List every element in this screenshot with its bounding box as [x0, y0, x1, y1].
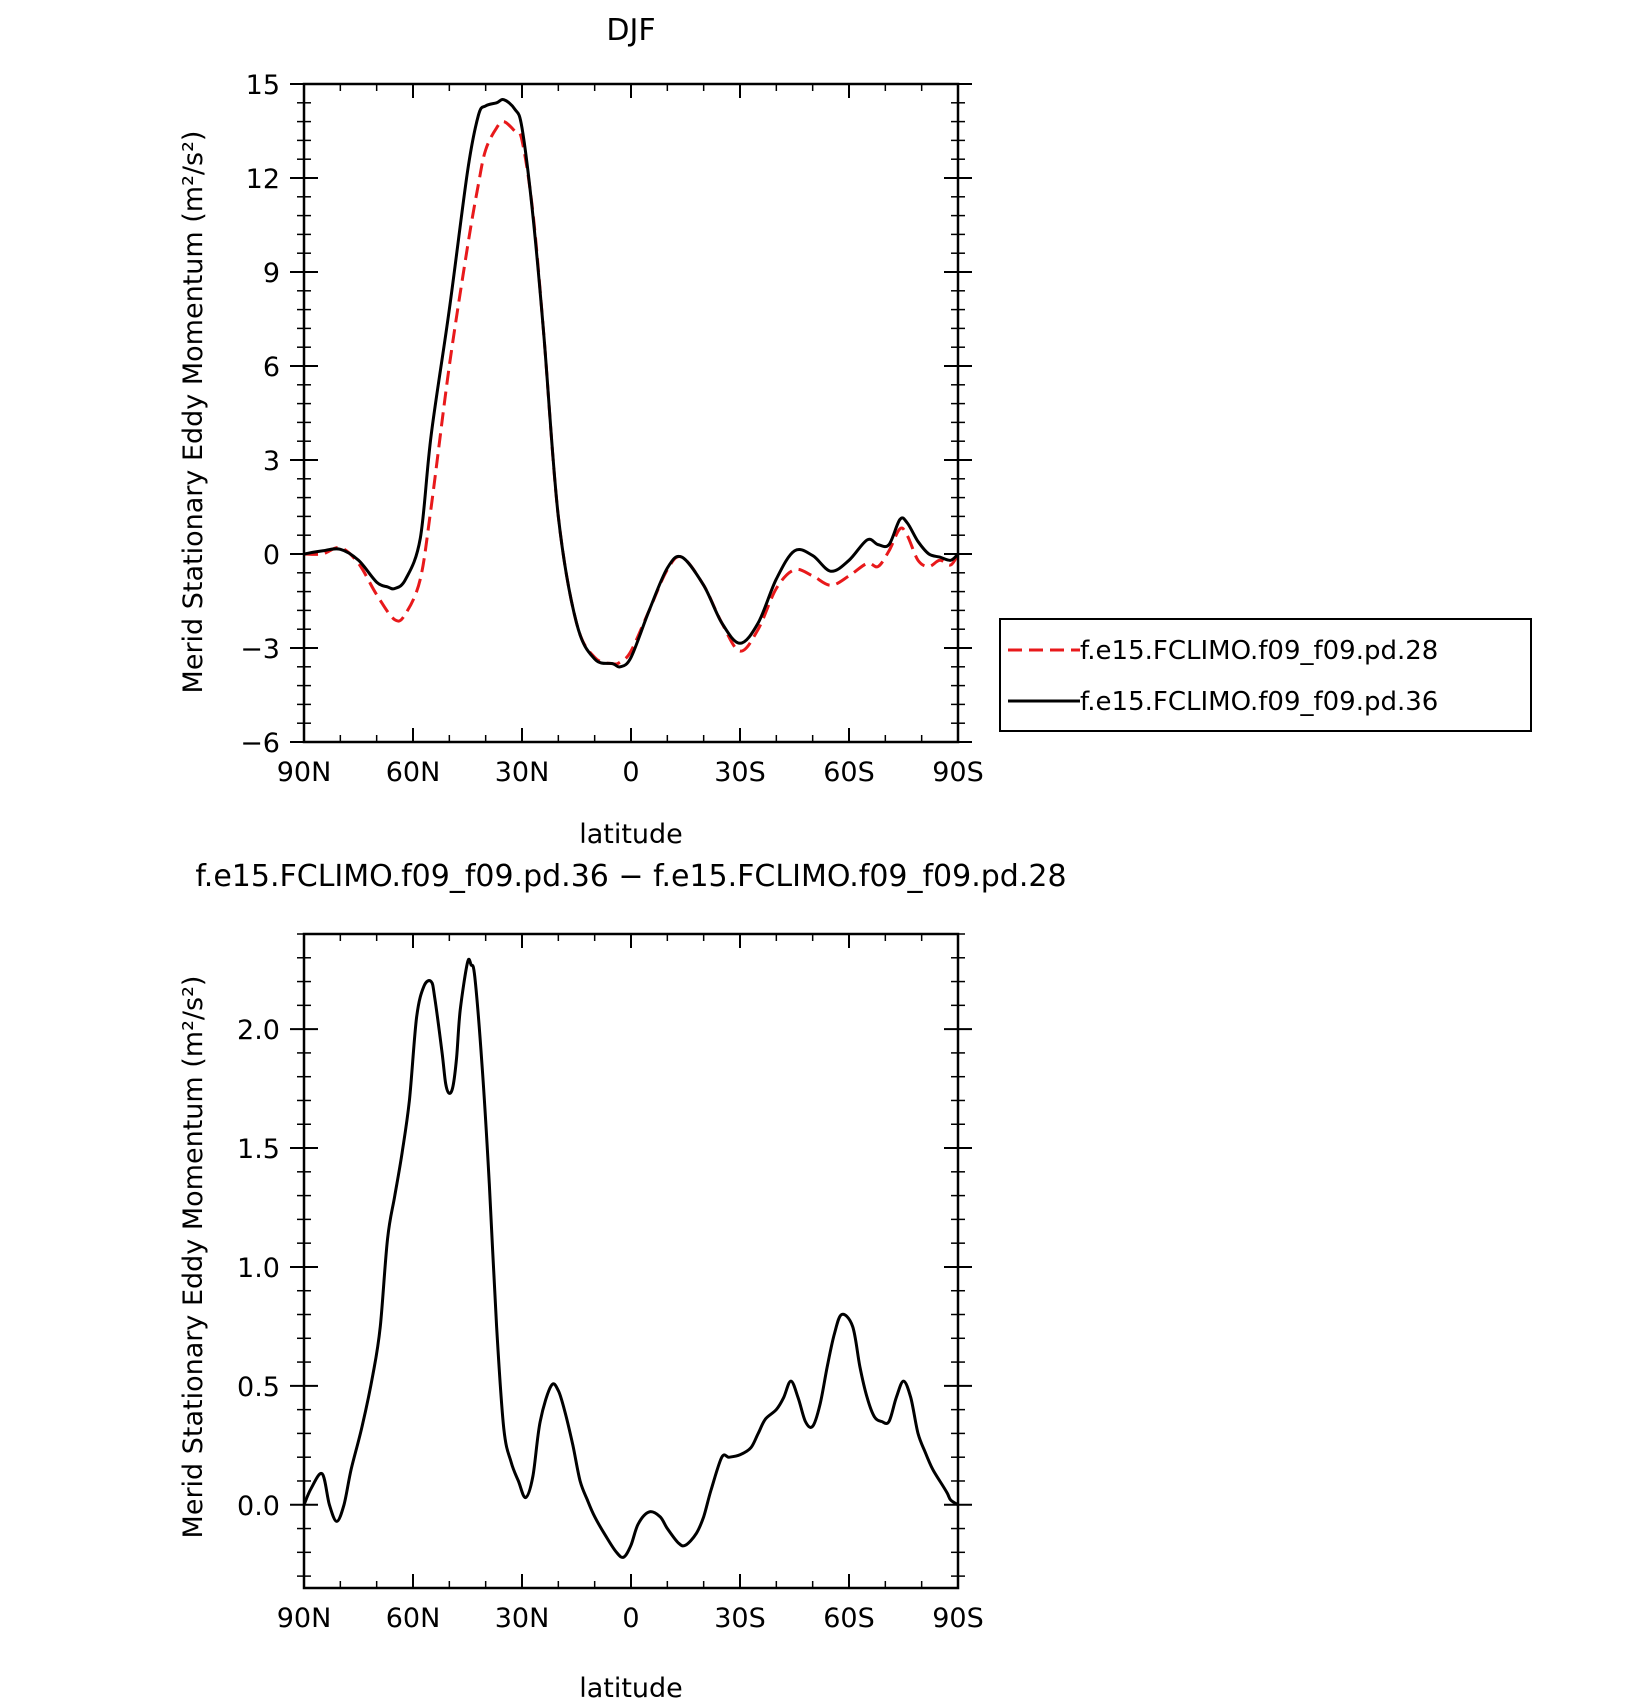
top-chart-ytick-label: −3 — [240, 634, 280, 665]
bottom-chart-ytick-label: 0.5 — [237, 1372, 280, 1403]
bottom-chart-xtick-label: 90N — [277, 1603, 332, 1634]
top-chart-xlabel: latitude — [579, 819, 683, 850]
top-chart-ytick-label: 0 — [263, 540, 280, 571]
top-chart-series-line-1 — [303, 97, 960, 669]
top-chart-ytick-label: −6 — [240, 728, 280, 759]
top-chart-ytick-label: 9 — [263, 258, 280, 289]
top-chart-xtick-label: 60N — [386, 757, 441, 788]
bottom-chart-series — [302, 957, 959, 1559]
bottom-chart-xtick-label: 30S — [714, 1603, 766, 1634]
top-chart-ytick-label: 15 — [246, 70, 280, 101]
bottom-chart-ylabel: Merid Stationary Eddy Momentum (m²/s²) — [178, 976, 209, 1539]
bottom-chart-ytick-label: 1.0 — [237, 1253, 280, 1284]
top-chart-ytick-label: 3 — [263, 446, 280, 477]
bottom-chart-ytick-label: 0.0 — [237, 1491, 280, 1522]
top-chart-ytick-label: 12 — [246, 164, 280, 195]
top-chart-xtick-label: 60S — [823, 757, 875, 788]
top-chart-xtick-label: 90N — [277, 757, 332, 788]
legend: f.e15.FCLIMO.f09_f09.pd.28 f.e15.FCLIMO.… — [999, 618, 1532, 732]
bottom-chart-xtick-label: 60S — [823, 1603, 875, 1634]
top-chart-xtick-label: 90S — [932, 757, 984, 788]
top-chart-xtick-label: 30S — [714, 757, 766, 788]
bottom-chart-xtick-label: 60N — [386, 1603, 441, 1634]
bottom-chart-frame — [302, 932, 960, 1590]
bottom-chart-title: f.e15.FCLIMO.f09_f09.pd.36 − f.e15.FCLIM… — [195, 859, 1066, 894]
bottom-chart-ticks: 90N 60N 30N 0 30S 60S 90S 0.0 0.5 1.0 1.5 2.0 — [237, 933, 984, 1634]
top-chart-series — [303, 97, 960, 669]
bottom-chart: f.e15.FCLIMO.f09_f09.pd.36 − f.e15.FCLIM… — [178, 859, 1067, 1704]
legend-box — [999, 618, 1532, 732]
top-chart-xtick-label: 0 — [622, 757, 639, 788]
bottom-chart-ytick-label: 2.0 — [237, 1015, 280, 1046]
bottom-chart-ytick-label: 1.5 — [237, 1134, 280, 1165]
legend-label-pd28: f.e15.FCLIMO.f09_f09.pd.28 — [1080, 636, 1438, 666]
top-chart-title: DJF — [606, 13, 655, 48]
bottom-chart-xtick-label: 90S — [932, 1603, 984, 1634]
legend-label-pd36: f.e15.FCLIMO.f09_f09.pd.36 — [1080, 687, 1438, 717]
bottom-chart-xlabel: latitude — [579, 1673, 683, 1704]
top-chart-ylabel: Merid Stationary Eddy Momentum (m²/s²) — [178, 131, 209, 694]
top-chart: DJF Merid Stationary Eddy Momentum (m²/s… — [178, 13, 984, 850]
bottom-chart-xtick-label: 30N — [495, 1603, 550, 1634]
top-chart-ytick-label: 6 — [263, 352, 280, 383]
top-chart-frame — [302, 82, 960, 744]
bottom-chart-series-line-0 — [302, 957, 959, 1559]
bottom-chart-xtick-label: 0 — [622, 1603, 639, 1634]
top-chart-xtick-label: 30N — [495, 757, 550, 788]
